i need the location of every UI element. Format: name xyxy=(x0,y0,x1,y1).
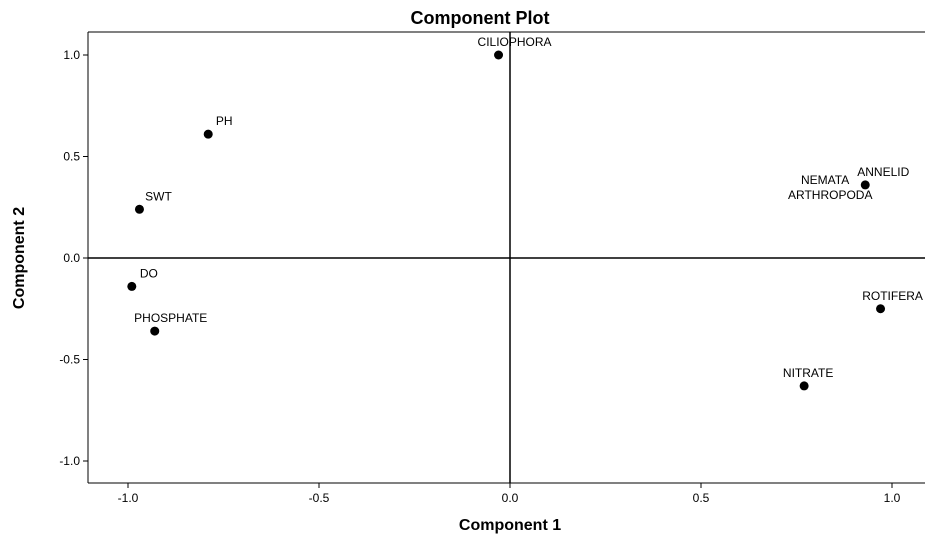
data-point xyxy=(150,326,160,336)
point-label: NEMATA xyxy=(801,173,849,187)
chart-title: Component Plot xyxy=(411,8,550,28)
data-point xyxy=(876,304,886,314)
y-tick-label: 0.0 xyxy=(63,251,80,265)
point-label: ARTHROPODA xyxy=(788,188,872,202)
point-label: CILIOPHORA xyxy=(478,35,552,49)
data-point xyxy=(799,381,809,391)
plot-area xyxy=(87,31,925,484)
point-label: DO xyxy=(140,266,158,280)
x-tick-label: -0.5 xyxy=(309,491,330,505)
axis-ticks: -1.0 -0.5 0.0 0.5 1.0 1.0 0.5 0.0 -0.5 -1.0 xyxy=(59,48,900,505)
point-label: SWT xyxy=(145,189,172,203)
y-tick-label: -1.0 xyxy=(59,454,80,468)
y-tick-label: 1.0 xyxy=(63,48,80,62)
y-tick-label: 0.5 xyxy=(63,150,80,164)
y-axis-title: Component 2 xyxy=(11,207,28,309)
point-label: PHOSPHATE xyxy=(134,311,207,325)
data-point xyxy=(134,204,144,214)
x-tick-label: 0.5 xyxy=(693,491,710,505)
data-point xyxy=(127,281,137,291)
y-tick-label: -0.5 xyxy=(59,353,80,367)
point-label: NITRATE xyxy=(783,366,833,380)
data-point xyxy=(494,50,504,60)
x-tick-label: 1.0 xyxy=(884,491,901,505)
data-point xyxy=(203,129,213,139)
point-label: ROTIFERA xyxy=(862,289,923,303)
x-tick-label: 0.0 xyxy=(502,491,519,505)
point-label: ANNELID xyxy=(857,165,909,179)
x-axis-title: Component 1 xyxy=(459,517,561,534)
data-points: CILIOPHORA PH SWT DO PHOSPHATE ANNELID NEMATAA… xyxy=(127,35,923,391)
data-point xyxy=(860,180,870,190)
point-label: PH xyxy=(216,114,233,128)
x-tick-label: -1.0 xyxy=(118,491,139,505)
